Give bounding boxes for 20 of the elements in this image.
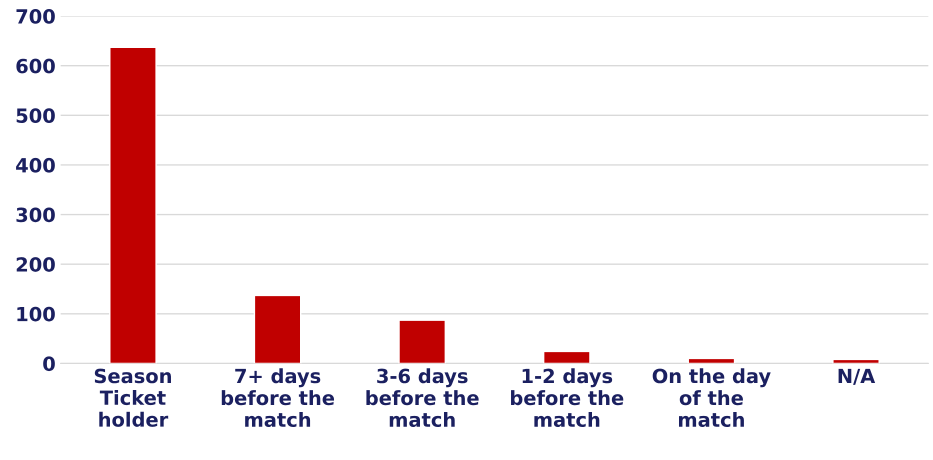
y-tick-label: 200 [16,257,55,272]
bar [688,358,736,364]
y-tick-label: 400 [16,158,55,173]
y-tick-label: 500 [16,108,55,123]
x-tick-label: 7+ days before the match [222,368,334,428]
bar [398,320,446,364]
x-tick-label: On the day of the match [652,368,771,428]
x-tick-label: 1-2 days before the match [511,368,624,428]
y-tick-label: 0 [43,356,55,372]
bar [254,294,302,364]
y-tick-label: 100 [17,306,55,322]
y-tick-label: 600 [16,58,55,74]
bar [109,46,157,364]
y-tick-label: 700 [16,9,55,24]
bar [542,350,591,364]
x-tick-label: Season Ticket holder [94,368,171,427]
y-tick-label: 300 [16,208,55,222]
x-tick-label: 3-6 days before the match [366,368,479,428]
bar [832,358,880,364]
x-tick-label: N/A [838,368,876,385]
